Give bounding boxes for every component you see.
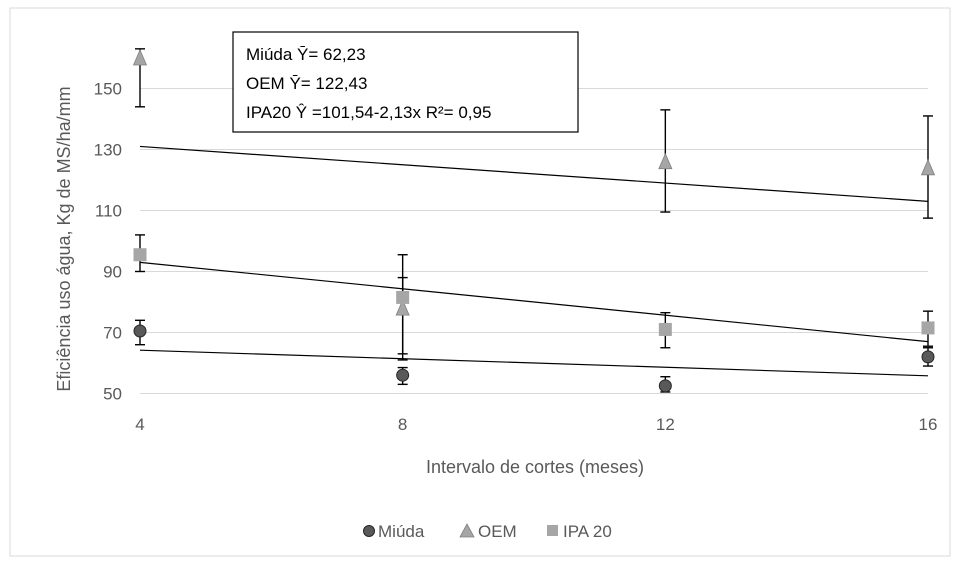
equation-ipa20: IPA20 Ŷ =101,54-2,13x R²= 0,95 — [246, 103, 491, 122]
point-ipa20 — [922, 321, 935, 334]
equation-miuda: Miúda Ȳ= 62,23 — [246, 45, 366, 64]
legend-label-ipa20: IPA 20 — [563, 522, 612, 541]
equation-oem: OEM Ȳ= 122,43 — [246, 74, 367, 93]
point-miuda — [134, 325, 146, 337]
point-ipa20 — [659, 323, 672, 336]
legend-marker-miuda — [364, 526, 375, 537]
point-ipa20 — [134, 248, 147, 261]
x-axis-label: Intervalo de cortes (meses) — [426, 457, 644, 477]
y-tick-label: 90 — [103, 263, 122, 282]
x-tick-label: 16 — [919, 415, 938, 434]
equation-box: Miúda Ȳ= 62,23 OEM Ȳ= 122,43 IPA20 Ŷ =10… — [233, 32, 578, 132]
legend-marker-ipa20 — [547, 525, 558, 536]
legend-label-oem: OEM — [478, 522, 517, 541]
y-tick-label: 130 — [94, 141, 122, 160]
point-miuda — [397, 369, 409, 381]
y-tick-label: 70 — [103, 324, 122, 343]
point-ipa20 — [396, 291, 409, 304]
y-tick-label: 110 — [95, 202, 122, 221]
x-tick-label: 12 — [656, 415, 675, 434]
y-tick-label: 50 — [103, 385, 122, 404]
y-axis-label: Eficiência uso água, Kg de MS/ha/mm — [54, 86, 74, 391]
y-tick-label: 150 — [94, 80, 122, 99]
legend: Miúda OEM IPA 20 — [364, 522, 612, 541]
x-tick-label: 4 — [135, 415, 144, 434]
point-miuda — [659, 380, 671, 392]
legend-label-miuda: Miúda — [378, 522, 425, 541]
point-miuda — [922, 351, 934, 363]
x-tick-label: 8 — [398, 415, 407, 434]
